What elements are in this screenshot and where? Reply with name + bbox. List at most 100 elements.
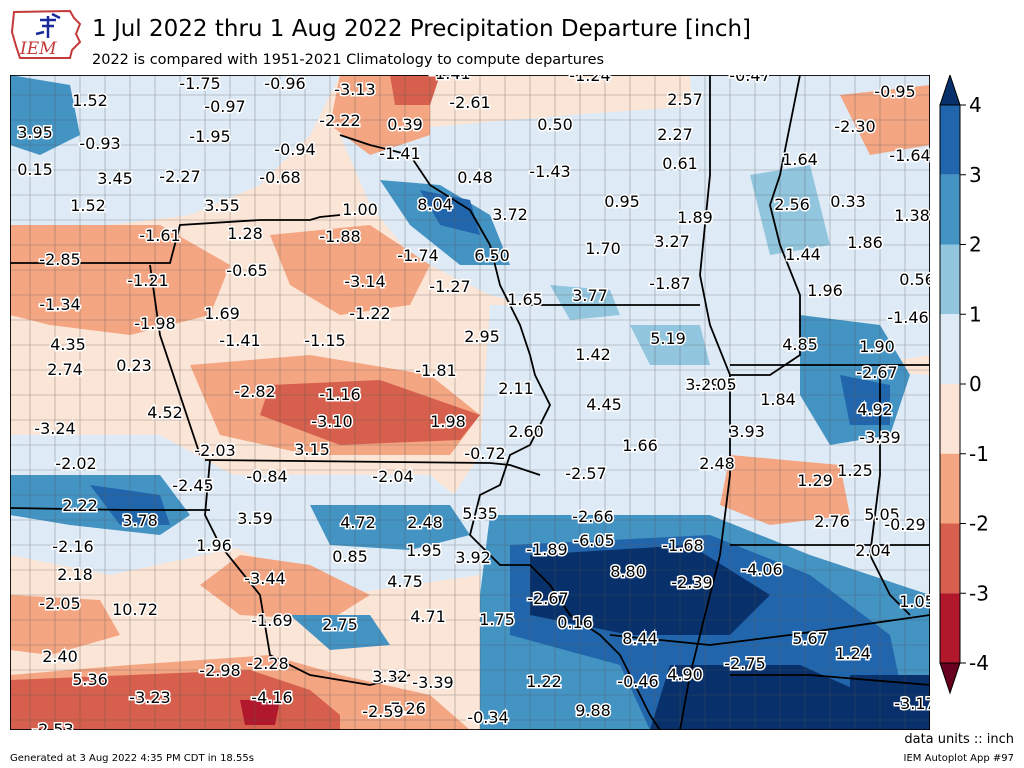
station-value-label: 8.80 — [610, 562, 646, 581]
station-value-label: 1.44 — [785, 245, 821, 264]
iem-logo: IEM — [10, 9, 82, 59]
station-value-label: -2.27 — [159, 167, 200, 186]
station-value-label: 4.72 — [340, 513, 376, 532]
station-value-label: -2.67 — [527, 589, 568, 608]
station-value-label: -0.47 — [729, 75, 770, 85]
station-value-label: 2.74 — [47, 360, 83, 379]
colorbar-bin — [940, 244, 960, 315]
station-value-label: 2.11 — [498, 379, 534, 398]
station-value-label: 0.15 — [17, 160, 53, 179]
station-value-label: 0.16 — [557, 613, 593, 632]
station-value-label: 1.65 — [507, 290, 543, 309]
station-value-label: -1.64 — [889, 146, 930, 165]
station-value-label: 0.33 — [830, 192, 866, 211]
colorbar-bin — [940, 453, 960, 524]
station-value-label: -2.03 — [194, 441, 235, 460]
station-value-label: 0.61 — [662, 154, 698, 173]
station-value-label: -0.97 — [204, 97, 245, 116]
station-value-label: -0.65 — [226, 261, 267, 280]
station-value-label: -0.72 — [464, 444, 505, 463]
station-value-label: 6.50 — [474, 246, 510, 265]
station-value-label: -2.75 — [724, 654, 765, 673]
station-value-label: 3.78 — [122, 511, 158, 530]
colorbar-ticks: 4 3 2 1 0 -1 -2 -3 -4 — [960, 93, 989, 675]
station-value-label: 2.57 — [667, 90, 703, 109]
station-value-label: -2.59 — [362, 702, 403, 721]
station-value-label: 3.27 — [654, 232, 690, 251]
station-value-label: 1.24 — [835, 644, 871, 663]
station-value-label: -1.15 — [304, 331, 345, 350]
colorbar-tick-label: 1 — [969, 302, 982, 326]
station-value-label: -2.22 — [319, 111, 360, 130]
station-value-label: -1.27 — [429, 277, 470, 296]
station-value-label: -0.95 — [874, 82, 915, 101]
station-value-label: -3.13 — [334, 80, 375, 99]
station-value-label: 1.89 — [677, 208, 713, 227]
station-value-label: 2.27 — [657, 125, 693, 144]
logo-text: IEM — [19, 39, 57, 59]
colorbar-bin — [940, 384, 960, 454]
iowa-state-outline-icon — [10, 9, 82, 59]
colorbar-bin — [940, 314, 960, 384]
station-value-label: 3.55 — [204, 196, 240, 215]
station-value-label: 1.64 — [782, 150, 818, 169]
station-value-label: -3.14 — [344, 272, 385, 291]
map-title: 1 Jul 2022 thru 1 Aug 2022 Precipitation… — [92, 16, 752, 42]
station-value-label: 4.35 — [50, 335, 86, 354]
station-value-label: 0.95 — [604, 192, 640, 211]
colorbar-tick-label: 3 — [969, 163, 982, 187]
station-value-label: 1.95 — [406, 541, 442, 560]
station-value-label: 2.56 — [774, 195, 810, 214]
colorbar-bin — [940, 593, 960, 663]
station-value-label: -4.06 — [741, 560, 782, 579]
station-value-label: 1.75 — [479, 610, 515, 629]
station-value-label: 3.72 — [492, 205, 528, 224]
colorbar-tick-label: -2 — [969, 512, 989, 536]
station-value-label: -0.46 — [617, 672, 658, 691]
station-value-label: 5.05 — [864, 505, 900, 524]
station-value-label: 1.42 — [575, 345, 611, 364]
station-value-label: 10.72 — [112, 600, 158, 619]
station-value-label: -2.67 — [856, 363, 897, 382]
station-value-label: -6.05 — [573, 531, 614, 550]
station-value-label: -3.39 — [859, 428, 900, 447]
station-value-label: 7.26 — [390, 699, 426, 718]
station-value-label: 3.45 — [97, 169, 133, 188]
station-value-label: 2.18 — [57, 565, 93, 584]
station-value-label: -3.10 — [311, 412, 352, 431]
station-value-label: -1.98 — [134, 314, 175, 333]
station-value-label: 5.19 — [650, 329, 686, 348]
station-value-label: -1.61 — [139, 226, 180, 245]
station-value-label: -2.05 — [695, 375, 736, 394]
station-value-label: 2.75 — [322, 615, 358, 634]
station-value-label: 4.75 — [387, 572, 423, 591]
station-value-label: -2.30 — [834, 117, 875, 136]
colorbar-bin — [940, 174, 960, 245]
colorbar-tick-label: -1 — [969, 442, 989, 466]
station-value-label: 0.23 — [116, 356, 152, 375]
station-value-label: 8.04 — [417, 195, 453, 214]
station-value-label: -3.17 — [894, 694, 930, 713]
station-value-label: -2.57 — [565, 464, 606, 483]
station-value-label: 4.85 — [782, 335, 818, 354]
station-value-label: 2.04 — [855, 541, 891, 560]
station-value-label: 2.48 — [699, 454, 735, 473]
station-value-label: 3.15 — [294, 440, 330, 459]
station-value-label: -2.61 — [449, 93, 490, 112]
station-value-label: -2.66 — [572, 507, 613, 526]
colorbar-tick-label: -3 — [969, 581, 989, 605]
colorbar-legend: 4 3 2 1 0 -1 -2 -3 -4 — [939, 75, 989, 695]
station-value-label: 4.92 — [857, 400, 893, 419]
station-value-label: 5.36 — [72, 670, 108, 689]
colorbar-bin — [940, 105, 960, 175]
station-value-label: 1.52 — [70, 196, 106, 215]
station-value-label: 5.67 — [792, 629, 828, 648]
station-value-label: 3.92 — [455, 548, 491, 567]
station-value-label: -1.24 — [569, 75, 610, 85]
station-value-label: -2.39 — [671, 573, 712, 592]
station-value-label: -3.23 — [129, 688, 170, 707]
colorbar-tick-label: 4 — [969, 93, 982, 117]
station-value-label: 2.95 — [464, 327, 500, 346]
station-value-label: 4.45 — [586, 395, 622, 414]
station-value-label: -2.98 — [199, 661, 240, 680]
